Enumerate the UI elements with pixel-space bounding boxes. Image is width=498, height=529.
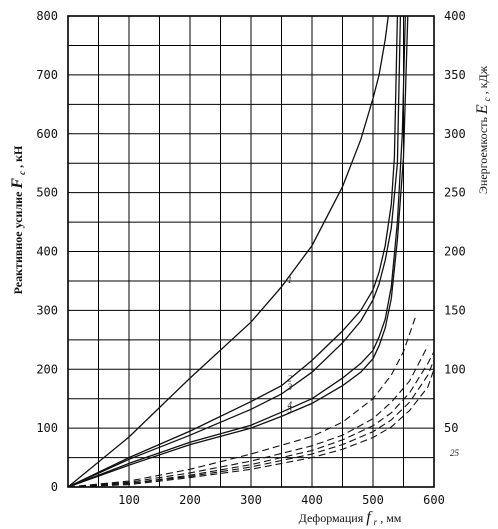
x-tick-label: 300 — [240, 493, 262, 507]
x-tick-label: 200 — [179, 493, 201, 507]
curve-label-3: 3 — [287, 382, 293, 392]
curve-labels: 1 23 45 — [287, 275, 293, 415]
curve-label-2: 2 — [288, 374, 293, 384]
right-tick-labels: 50 100 150 200 250 300 350 400 — [444, 9, 466, 435]
y-left-tick-label: 500 — [36, 186, 58, 200]
y-right-tick-label: 50 — [444, 421, 458, 435]
x-tick-label: 500 — [362, 493, 384, 507]
y-left-tick-label: 0 — [51, 480, 58, 494]
bottom-tick-labels: 100 200 300 400 500 600 — [118, 493, 445, 507]
series-line-4 — [67, 15, 406, 488]
curve-label-1: 1 — [288, 275, 293, 285]
y-right-axis-title: Энергоемкость E c , кДж — [474, 65, 493, 194]
y-left-tick-label: 300 — [36, 303, 58, 317]
y-right-tick-label: 400 — [444, 9, 466, 23]
y-left-tick-label: 600 — [36, 127, 58, 141]
y-right-tick-label: 150 — [444, 303, 466, 317]
plot-frame — [67, 15, 435, 488]
curve-label-4: 4 — [288, 400, 293, 410]
left-tick-labels: 0 100 200 300 400 500 600 700 800 — [36, 9, 58, 494]
extra-annotation: 25 — [450, 448, 460, 458]
y-right-tick-label: 100 — [444, 362, 466, 376]
series-line-dashed-9 — [67, 369, 435, 488]
y-left-tick-label: 700 — [36, 68, 58, 82]
y-right-tick-label: 350 — [444, 68, 466, 82]
y-left-tick-label: 800 — [36, 9, 58, 23]
series-line-3 — [67, 15, 402, 488]
x-tick-label: 600 — [423, 493, 445, 507]
x-tick-label: 100 — [118, 493, 140, 507]
series-line-5 — [67, 15, 409, 488]
y-right-tick-label: 300 — [444, 127, 466, 141]
y-left-tick-label: 400 — [36, 245, 58, 259]
y-right-tick-label: 250 — [444, 186, 466, 200]
series-line-2 — [67, 15, 399, 488]
curves — [67, 15, 435, 488]
series-line-dashed-5 — [67, 316, 417, 488]
y-left-tick-label: 100 — [36, 421, 58, 435]
y-right-tick-label: 200 — [444, 245, 466, 259]
x-axis-title: Деформация f r , мм — [299, 509, 402, 528]
y-left-axis-title: Реактивное усилие F c , кН — [9, 145, 28, 294]
series-line-dashed-7 — [67, 351, 435, 488]
series-line-dashed-8 — [67, 359, 435, 488]
y-left-tick-label: 200 — [36, 362, 58, 376]
curve-label-5: 5 — [288, 404, 293, 414]
series-line-1 — [67, 15, 389, 488]
series-line-dashed-6 — [67, 345, 429, 488]
x-tick-label: 400 — [301, 493, 323, 507]
